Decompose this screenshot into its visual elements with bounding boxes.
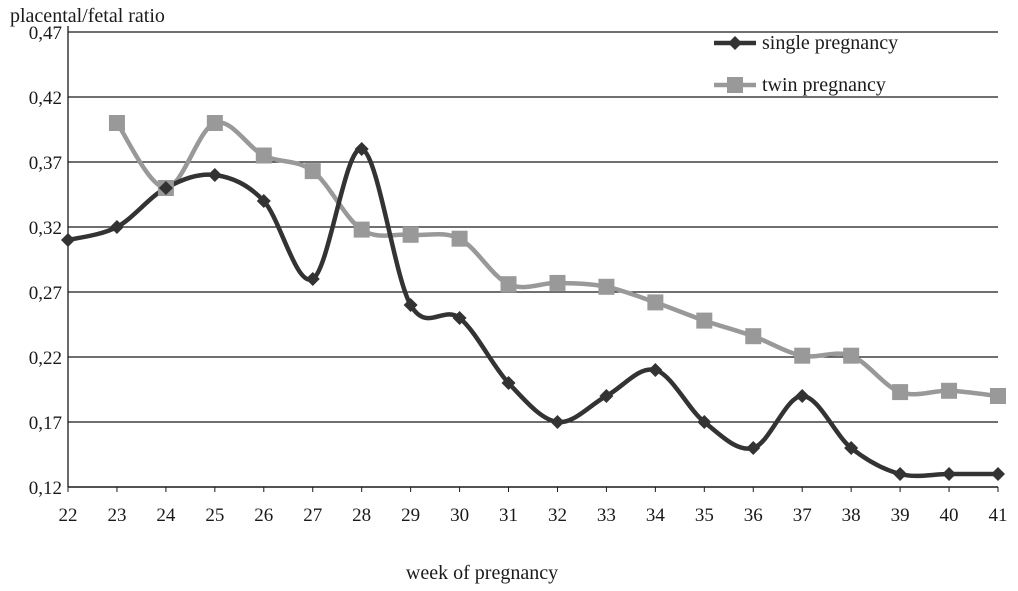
- data-point-twin-pregnancy: [353, 221, 370, 238]
- x-tick-label: 40: [940, 505, 959, 526]
- series: [65, 120, 1001, 479]
- data-point-single-pregnancy: [61, 233, 75, 247]
- legend-marker-twin-pregnancy: [727, 77, 743, 93]
- data-point-single-pregnancy: [158, 181, 173, 195]
- data-point-twin-pregnancy: [745, 328, 762, 345]
- legend-label-twin-pregnancy: twin pregnancy: [762, 74, 886, 96]
- grid: [68, 31, 998, 423]
- y-tick-label: 0,12: [29, 478, 62, 499]
- x-tick-label: 41: [989, 505, 1008, 526]
- x-tick-label: 30: [450, 505, 469, 526]
- x-tick-label: 27: [303, 505, 322, 526]
- data-point-twin-pregnancy: [304, 163, 321, 180]
- legend: single pregnancy twin pregnancy: [714, 32, 898, 96]
- data-point-single-pregnancy: [305, 272, 320, 286]
- x-tick-label: 34: [646, 505, 666, 526]
- data-point-single-pregnancy: [746, 441, 761, 455]
- x-tick-label: 38: [842, 505, 861, 526]
- data-point-single-pregnancy: [109, 220, 124, 234]
- data-point-twin-pregnancy: [500, 276, 517, 293]
- y-tick-label: 0,17: [29, 413, 62, 434]
- legend-marker-single-pregnancy: [728, 36, 742, 50]
- data-point-single-pregnancy: [207, 168, 222, 182]
- data-point-single-pregnancy: [942, 467, 957, 481]
- data-point-single-pregnancy: [452, 311, 467, 325]
- data-point-twin-pregnancy: [598, 278, 615, 295]
- x-tick-label: 35: [695, 505, 714, 526]
- y-axis-title: placental/fetal ratio: [10, 5, 165, 27]
- data-point-twin-pregnancy: [647, 294, 664, 311]
- x-tick-label: 36: [744, 505, 763, 526]
- y-tick-label: 0,47: [29, 23, 62, 44]
- data-point-single-pregnancy: [256, 194, 271, 208]
- data-point-single-pregnancy: [599, 389, 614, 403]
- data-point-twin-pregnancy: [794, 347, 811, 364]
- data-point-twin-pregnancy: [451, 230, 468, 247]
- data-point-single-pregnancy: [991, 467, 1005, 481]
- data-point-single-pregnancy: [354, 142, 369, 156]
- data-point-twin-pregnancy: [108, 115, 125, 131]
- data-point-twin-pregnancy: [206, 115, 223, 131]
- x-tick-label: 28: [352, 505, 371, 526]
- series-line-single-pregnancy: [65, 146, 1001, 479]
- x-tick-label: 24: [156, 505, 176, 526]
- data-point-single-pregnancy: [403, 298, 418, 312]
- data-point-twin-pregnancy: [549, 274, 566, 291]
- x-tick-label: 26: [254, 505, 273, 526]
- y-tick-label: 0,32: [29, 218, 62, 239]
- x-tick-label: 22: [59, 505, 78, 526]
- data-point-single-pregnancy: [697, 415, 712, 429]
- series-line-twin-pregnancy: [114, 120, 1001, 399]
- data-point-twin-pregnancy: [255, 147, 272, 164]
- data-point-twin-pregnancy: [696, 312, 713, 329]
- x-tick-label: 23: [107, 505, 126, 526]
- x-tick-label: 25: [205, 505, 224, 526]
- markers: [61, 115, 1006, 481]
- legend-label-single-pregnancy: single pregnancy: [762, 32, 898, 54]
- data-point-twin-pregnancy: [402, 226, 419, 243]
- data-point-twin-pregnancy: [990, 388, 1006, 404]
- y-tick-label: 0,42: [29, 88, 62, 109]
- data-point-single-pregnancy: [550, 415, 565, 429]
- data-point-twin-pregnancy: [843, 347, 860, 364]
- x-tick-label: 29: [401, 505, 420, 526]
- data-point-single-pregnancy: [501, 376, 516, 390]
- x-tick-label: 33: [597, 505, 616, 526]
- y-tick-label: 0,27: [29, 283, 62, 304]
- x-tick-label: 32: [548, 505, 567, 526]
- x-tick-label: 31: [499, 505, 518, 526]
- x-tick-label: 37: [793, 505, 812, 526]
- data-point-single-pregnancy: [795, 389, 810, 403]
- y-tick-label: 0,37: [29, 153, 62, 174]
- axes: 0,12 0,17 0,22 0,27 0,32 0,37 0,42 0,47 22 23 24 25…: [29, 23, 1008, 526]
- data-point-twin-pregnancy: [892, 384, 909, 401]
- data-point-twin-pregnancy: [941, 382, 958, 399]
- x-axis-title: week of pregnancy: [406, 562, 558, 584]
- data-point-single-pregnancy: [844, 441, 859, 455]
- data-point-single-pregnancy: [648, 363, 663, 377]
- x-tick-label: 39: [891, 505, 910, 526]
- data-point-single-pregnancy: [893, 467, 908, 481]
- y-tick-label: 0,22: [29, 348, 62, 369]
